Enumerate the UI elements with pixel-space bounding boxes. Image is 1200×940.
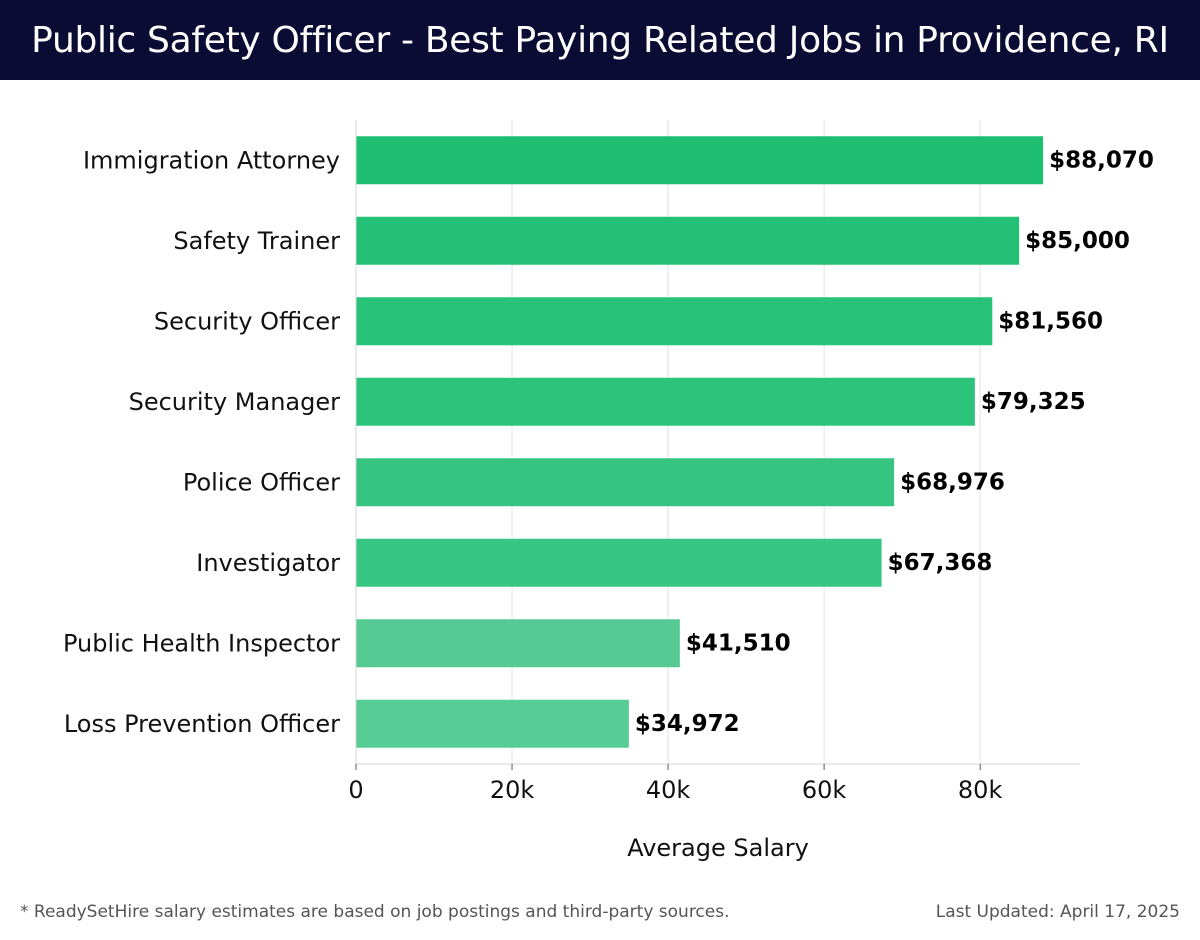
x-tick-label: 20k [490,776,535,804]
category-label: Loss Prevention Officer [64,710,340,738]
category-label: Security Manager [129,388,341,416]
bar [356,699,629,748]
value-label: $41,510 [686,630,791,656]
category-label: Immigration Attorney [83,146,340,174]
title-bar: Public Safety Officer - Best Paying Rela… [0,0,1200,80]
salary-bar-chart: Immigration Attorney $88,070 Safety Traine… [63,120,1154,862]
x-tick-label: 80k [958,776,1003,804]
value-label: $67,368 [888,550,993,576]
footer-note: * ReadySetHire salary estimates are base… [20,902,730,922]
category-label: Safety Trainer [173,227,340,255]
value-label: $81,560 [998,308,1103,334]
x-tick-label: 0 [348,776,363,804]
category-label: Security Officer [154,307,340,335]
chart-title: Public Safety Officer - Best Paying Rela… [31,19,1169,61]
bar [356,538,882,587]
x-axis-title: Average Salary [627,834,809,862]
bar [356,377,975,426]
category-label: Investigator [196,549,340,577]
last-updated: Last Updated: April 17, 2025 [935,902,1180,922]
value-label: $68,976 [900,469,1005,495]
value-label: $79,325 [981,389,1086,415]
bar [356,297,993,346]
x-tick-label: 60k [802,776,847,804]
bar [356,458,895,507]
value-label: $85,000 [1025,228,1130,254]
bar [356,216,1020,265]
value-label: $34,972 [635,711,740,737]
value-label: $88,070 [1049,147,1154,173]
x-tick-label: 40k [646,776,691,804]
bar [356,136,1044,185]
bar [356,619,680,668]
category-label: Public Health Inspector [63,629,340,657]
category-label: Police Officer [183,468,340,496]
